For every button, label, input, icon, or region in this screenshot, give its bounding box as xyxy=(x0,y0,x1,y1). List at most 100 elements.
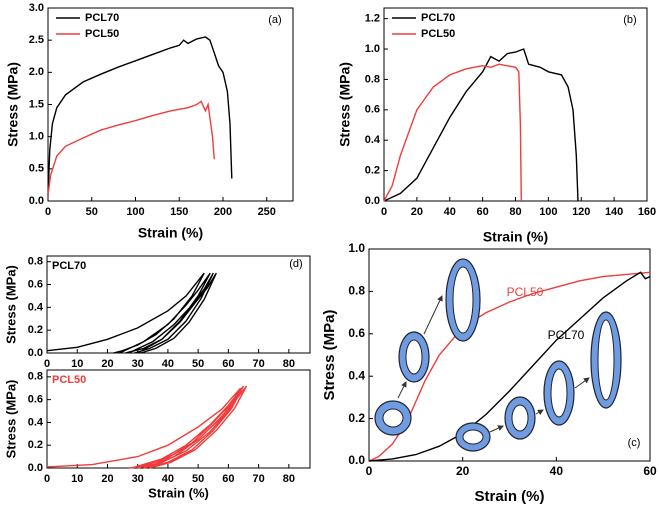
y-tick-label: 2.5 xyxy=(29,34,44,46)
x-tick-label: 0 xyxy=(366,464,373,478)
y-tick-label: 0.4 xyxy=(365,134,381,146)
x-tick-label: 150 xyxy=(170,206,188,218)
y-tick-label: 0.0 xyxy=(28,462,43,474)
x-tick-label: 80 xyxy=(509,206,521,218)
panel-label: (a) xyxy=(268,14,281,26)
legend-label: PCL50 xyxy=(85,28,119,40)
y-tick-label: 0.0 xyxy=(29,195,44,207)
x-tick-label: 20 xyxy=(101,358,113,370)
plot-frame xyxy=(46,369,311,469)
x-tick-label: 60 xyxy=(222,358,234,370)
y-tick-label: 1.0 xyxy=(365,43,380,55)
legend-label: PCL70 xyxy=(421,12,455,24)
y-axis-label: Stress (MPa) xyxy=(3,265,18,344)
x-tick-label: 70 xyxy=(252,358,264,370)
y-tick-label: 0.4 xyxy=(348,368,365,382)
y-axis-label: Stress (MPa) xyxy=(337,62,353,147)
legend-label: PCL70 xyxy=(85,12,119,24)
x-tick-label: 50 xyxy=(192,473,204,485)
series-line xyxy=(47,36,233,195)
x-tick-label: 50 xyxy=(86,206,98,218)
x-tick-label: 140 xyxy=(605,206,623,218)
x-axis-label: Strain (%) xyxy=(138,225,203,241)
panel-label: (d) xyxy=(289,258,302,270)
series-line xyxy=(47,100,215,195)
x-axis-label: Strain (%) xyxy=(474,488,544,505)
y-tick-label: 0.8 xyxy=(28,371,43,383)
x-tick-label: 40 xyxy=(162,473,174,485)
y-tick-label: 0.5 xyxy=(29,163,44,175)
ring-illustrations xyxy=(374,258,622,452)
y-tick-label: 0.6 xyxy=(348,326,365,340)
y-tick-label: 0.6 xyxy=(28,278,43,290)
y-axis-label: Stress (MPa) xyxy=(5,62,21,147)
x-tick-label: 40 xyxy=(550,464,564,478)
subplot-label: PCL50 xyxy=(52,374,86,386)
x-tick-label: 30 xyxy=(132,358,144,370)
annotation: PCL50 xyxy=(507,285,544,299)
x-tick-label: 30 xyxy=(132,473,144,485)
y-tick-label: 0.2 xyxy=(365,165,380,177)
x-tick-label: 20 xyxy=(456,464,470,478)
y-tick-label: 3.0 xyxy=(29,2,44,14)
y-tick-label: 0.0 xyxy=(365,195,380,207)
y-tick-label: 0.6 xyxy=(365,104,380,116)
y-tick-label: 0.0 xyxy=(348,453,365,467)
x-tick-label: 250 xyxy=(258,206,276,218)
y-tick-label: 0.8 xyxy=(28,256,43,268)
x-tick-label: 200 xyxy=(214,206,232,218)
series-line xyxy=(368,271,651,462)
x-tick-label: 60 xyxy=(222,473,234,485)
y-tick-label: 1.0 xyxy=(29,131,44,143)
x-tick-label: 20 xyxy=(411,206,423,218)
x-tick-label: 0 xyxy=(44,473,50,485)
y-tick-label: 1.2 xyxy=(365,13,380,25)
plot-frame xyxy=(46,255,311,354)
y-tick-label: 0.0 xyxy=(28,347,43,359)
series-line xyxy=(46,272,217,354)
series-line xyxy=(383,48,579,202)
y-tick-label: 1.0 xyxy=(348,241,365,255)
x-tick-label: 0 xyxy=(45,206,51,218)
y-tick-label: 1.5 xyxy=(29,98,44,110)
series-line xyxy=(383,63,522,202)
y-tick-label: 0.4 xyxy=(28,301,44,313)
y-tick-label: 0.2 xyxy=(28,439,43,451)
x-tick-label: 0 xyxy=(381,206,387,218)
x-tick-label: 60 xyxy=(643,464,657,478)
x-axis-label: Strain (%) xyxy=(483,229,548,245)
legend-label: PCL50 xyxy=(421,28,455,40)
series-line xyxy=(46,385,248,469)
x-axis-label: Strain (%) xyxy=(148,485,209,500)
x-tick-label: 120 xyxy=(572,206,590,218)
x-tick-label: 10 xyxy=(71,473,83,485)
y-axis-label: Stress (MPa) xyxy=(321,310,338,401)
y-tick-label: 0.4 xyxy=(28,416,44,428)
y-tick-label: 0.2 xyxy=(28,324,43,336)
x-tick-label: 10 xyxy=(71,358,83,370)
y-tick-label: 0.8 xyxy=(365,73,380,85)
x-tick-label: 40 xyxy=(444,206,456,218)
x-tick-label: 80 xyxy=(283,473,295,485)
y-tick-label: 2.0 xyxy=(29,66,44,78)
y-axis-label: Stress (MPa) xyxy=(3,380,18,459)
x-tick-label: 60 xyxy=(477,206,489,218)
y-tick-label: 0.2 xyxy=(348,411,365,425)
panel-label: (c) xyxy=(628,437,641,449)
x-tick-label: 50 xyxy=(192,358,204,370)
y-tick-label: 0.6 xyxy=(28,394,43,406)
x-tick-label: 100 xyxy=(539,206,557,218)
plot-frame xyxy=(368,248,651,462)
x-tick-label: 160 xyxy=(638,206,656,218)
panel-label: (b) xyxy=(623,14,636,26)
x-tick-label: 70 xyxy=(252,473,264,485)
subplot-label: PCL70 xyxy=(52,260,86,272)
y-tick-label: 0.8 xyxy=(348,284,365,298)
x-tick-label: 80 xyxy=(283,358,295,370)
x-tick-label: 0 xyxy=(44,358,50,370)
x-tick-label: 20 xyxy=(101,473,113,485)
annotation: PCL70 xyxy=(548,328,585,342)
x-tick-label: 100 xyxy=(126,206,144,218)
x-tick-label: 40 xyxy=(162,358,174,370)
